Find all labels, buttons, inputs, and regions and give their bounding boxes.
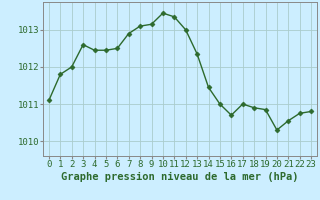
X-axis label: Graphe pression niveau de la mer (hPa): Graphe pression niveau de la mer (hPa)	[61, 172, 299, 182]
